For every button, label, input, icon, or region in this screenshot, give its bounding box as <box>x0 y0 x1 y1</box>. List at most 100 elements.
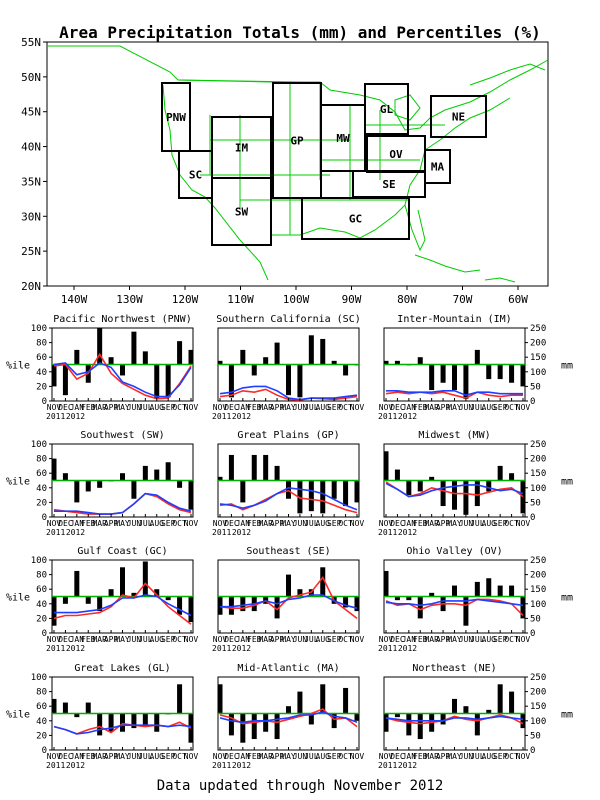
x-tick-label: APR <box>436 752 451 761</box>
percentile-bar <box>97 713 103 736</box>
percentile-bar <box>74 713 80 718</box>
latitude-axis: 55N 50N 45N 40N 35N 30N 25N 20N <box>21 36 47 293</box>
percentile-bar <box>165 364 171 398</box>
x-tick-label: SEP <box>327 635 342 644</box>
x-tick-label: JAN <box>70 403 85 412</box>
percentile-bar <box>463 596 469 626</box>
percentile-bar <box>177 341 183 365</box>
percentile-bar <box>85 596 91 604</box>
y-axis-label: %ile <box>6 593 30 604</box>
year-label: 2011 <box>378 412 397 421</box>
y-tick-label: 0 <box>42 397 47 407</box>
x-tick-label: MAR <box>92 403 107 412</box>
panel-title: Mid-Atlantic (MA) <box>237 663 339 674</box>
year-label: 2012 <box>66 412 85 421</box>
percentile-bar <box>286 706 291 714</box>
x-tick-label: MAY <box>115 752 130 761</box>
y-tick-label: 40 <box>36 484 47 494</box>
lat-tick-label: 30N <box>21 210 41 223</box>
x-tick-label: JAN <box>70 519 85 528</box>
x-tick-label: AUG <box>482 752 497 761</box>
region-boxes <box>161 82 487 246</box>
percentile-bar <box>394 713 400 718</box>
y2-tick-label: 0 <box>530 513 535 523</box>
x-tick-label: DEC <box>390 519 405 528</box>
footer-note: Data updated through November 2012 <box>157 778 444 794</box>
chart-title: Area Precipitation Totals (mm) and Perce… <box>59 23 541 42</box>
x-tick-label: MAY <box>281 519 296 528</box>
region-label: NE <box>452 111 465 124</box>
percentile-bar <box>74 480 80 503</box>
percentile-bar <box>394 469 400 481</box>
percentile-bar <box>509 364 515 383</box>
x-tick-label: JUL <box>470 635 485 644</box>
x-tick-label: NOV <box>516 403 531 412</box>
x-tick-label: MAR <box>258 519 273 528</box>
normal-precip-line <box>219 486 358 511</box>
year-label: 2011 <box>46 644 65 653</box>
percentile-bar <box>406 596 412 601</box>
percentile-bar <box>286 480 291 499</box>
x-tick-label: SEP <box>161 519 176 528</box>
x-tick-label: APR <box>270 752 285 761</box>
percentile-bar <box>463 480 469 515</box>
x-tick-label: OCT <box>504 519 519 528</box>
percentile-bar <box>417 357 423 365</box>
percentile-bar <box>188 349 194 365</box>
lat-tick-label: 20N <box>21 280 41 293</box>
y2-tick-label: 250 <box>530 324 546 334</box>
x-tick-label: OCT <box>338 752 353 761</box>
x-tick-label: DEC <box>390 403 405 412</box>
panel-title: Northeast (NE) <box>412 663 496 674</box>
x-tick-label: DEC <box>58 403 73 412</box>
x-tick-label: APR <box>270 635 285 644</box>
region-labels: PNW SC IM SW GP MW GL OV SE GC MA NE <box>166 103 465 226</box>
regional-panels: Pacific Northwest (PNW)NOVDECJANFEBMARAP… <box>6 314 573 770</box>
percentile-bar <box>452 585 457 597</box>
percentile-bar <box>394 596 400 601</box>
map-frame <box>46 41 549 287</box>
x-tick-label: FEB <box>247 403 262 412</box>
percentile-bar <box>85 702 91 714</box>
panel-title: Gulf Coast (GC) <box>77 546 167 557</box>
x-tick-label: AUG <box>150 635 165 644</box>
y-tick-label: 40 <box>36 600 47 610</box>
year-label: 2012 <box>66 761 85 770</box>
normal-precip-line <box>53 724 192 735</box>
x-tick-label: NOV <box>350 403 365 412</box>
percentile-bar <box>286 574 291 597</box>
percentile-bar <box>274 596 280 619</box>
region-panel: Gulf Coast (GC)NOVDECJANFEBMARAPRMAYJUNJ… <box>6 546 198 653</box>
region-box <box>320 104 366 172</box>
percentile-bar <box>142 465 148 481</box>
x-tick-label: SEP <box>327 403 342 412</box>
x-tick-label: DEC <box>58 752 73 761</box>
x-tick-label: MAR <box>92 519 107 528</box>
percentile-bar <box>188 480 194 510</box>
percentile-bar <box>228 364 234 398</box>
region-panel: Southeast (SE)NOVDECJANFEBMARAPRMAYJUNJU… <box>212 546 364 653</box>
x-tick-label: JUN <box>127 635 142 644</box>
percentile-bar <box>142 351 148 365</box>
percentile-bar <box>354 713 360 721</box>
normal-precip-line <box>219 711 358 724</box>
x-tick-label: DEC <box>58 519 73 528</box>
year-label: 2011 <box>378 528 397 537</box>
percentile-bar <box>406 480 412 496</box>
x-tick-label: FEB <box>81 752 96 761</box>
x-tick-label: NOV <box>47 635 62 644</box>
percentile-bar <box>142 713 148 725</box>
percentile-bar <box>51 596 57 626</box>
x-tick-label: NOV <box>47 403 62 412</box>
percentile-bar <box>497 585 503 597</box>
x-tick-label: APR <box>436 635 451 644</box>
x-tick-label: MAY <box>447 403 462 412</box>
percentile-bar <box>165 596 171 601</box>
x-tick-label: APR <box>436 403 451 412</box>
x-tick-label: JUN <box>459 519 474 528</box>
percentile-bar <box>440 480 446 507</box>
lon-tick-label: 120W <box>172 293 199 306</box>
percentile-bar <box>228 454 234 481</box>
percentile-bar <box>131 480 137 499</box>
